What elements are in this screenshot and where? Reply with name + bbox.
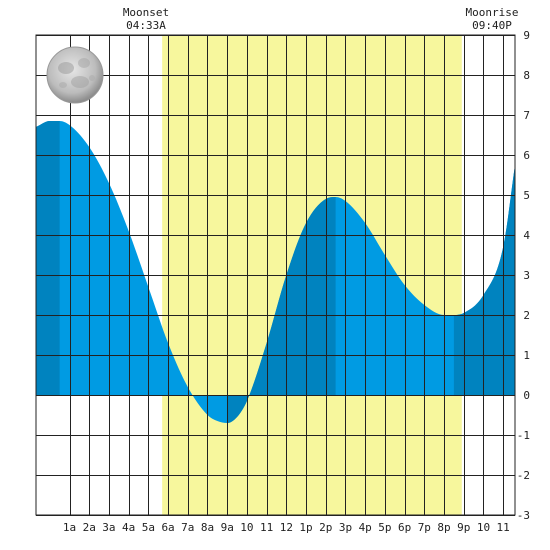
x-tick-label: 4p [359,521,372,534]
moonset-time: 04:33A [126,19,166,32]
moonset-label: Moonset [123,6,169,19]
x-tick-label: 5p [378,521,391,534]
moonrise-time: 09:40P [472,19,512,32]
y-tick-label: 4 [523,229,530,242]
moonrise-marker: Moonrise 09:40P [466,6,519,32]
y-axis-ticks: -3 -2 -1 0 1 2 3 4 5 6 7 8 9 [517,29,531,522]
x-tick-label: 1p [299,521,312,534]
y-tick-label: 9 [523,29,530,42]
y-tick-label: 3 [523,269,530,282]
y-tick-label: 2 [523,309,530,322]
y-tick-label: 5 [523,189,530,202]
y-tick-label: -2 [517,469,530,482]
tide-fill-rising-segment [36,121,60,423]
x-tick-label: 3p [339,521,352,534]
x-tick-label: 11 [260,521,273,534]
grid-lines [36,35,515,516]
x-tick-label: 7a [181,521,194,534]
x-tick-label: 6p [398,521,411,534]
x-tick-label: 5a [142,521,155,534]
x-tick-label: 10 [477,521,490,534]
y-tick-label: 0 [523,389,530,402]
x-tick-label: 8p [437,521,450,534]
x-axis-ticks: 1a 2a 3a 4a 5a 6a 7a 8a 9a 10 11 12 1p 2p 3p 4p 5p 6p 7p 8p… [63,521,510,534]
x-tick-label: 11 [497,521,510,534]
y-tick-label: -1 [517,429,530,442]
x-tick-label: 7p [418,521,431,534]
moonrise-label: Moonrise [466,6,519,19]
x-tick-label: 9p [457,521,470,534]
x-tick-label: 1a [63,521,76,534]
x-tick-label: 2p [319,521,332,534]
x-tick-label: 4a [122,521,135,534]
y-tick-label: 6 [523,149,530,162]
full-moon-icon [46,46,104,104]
x-tick-label: 9a [221,521,234,534]
x-tick-label: 12 [280,521,293,534]
x-tick-label: 6a [161,521,174,534]
y-tick-label: -3 [517,509,530,522]
x-tick-label: 8a [201,521,214,534]
x-tick-label: 10 [240,521,253,534]
moonset-marker: Moonset 04:33A [123,6,169,32]
x-tick-label: 2a [83,521,96,534]
x-tick-label: 3a [102,521,115,534]
y-tick-label: 1 [523,349,530,362]
y-tick-label: 8 [523,69,530,82]
plot-frame [35,34,516,516]
y-tick-label: 7 [523,109,530,122]
